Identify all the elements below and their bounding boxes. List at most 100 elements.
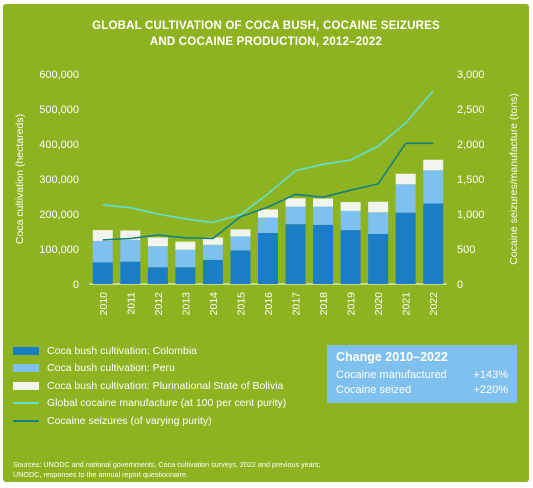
legend-item-colombia: Coca bush cultivation: Colombia [13, 342, 286, 360]
legend-line-seizures [13, 419, 39, 422]
y2-tick-label: 1,500 [457, 174, 485, 186]
source-note-line-2: UNODC, responses to the annual report qu… [13, 470, 188, 479]
bar-peru [285, 206, 306, 225]
combo-chart: 0 100,000 200,000 300,000 400,000 500,000 600,… [14, 69, 520, 316]
change-row-seized: Cocaine seized +220% [336, 384, 508, 396]
y2-tick-label: 500 [457, 244, 475, 256]
legend-swatch-colombia [13, 346, 39, 355]
bar-peru [147, 246, 168, 268]
bar-bolivia [120, 230, 141, 240]
bar-peru [120, 239, 141, 262]
legend-label-colombia: Coca bush cultivation: Colombia [47, 344, 197, 357]
bar-bolivia [368, 201, 389, 213]
change-summary-title: Change 2010–2022 [336, 350, 448, 364]
change-label-seized: Cocaine seized [336, 384, 412, 396]
x-tick-label: 2020 [373, 292, 385, 316]
x-tick-label: 2021 [401, 292, 413, 316]
y2-tick-label: 0 [457, 279, 463, 291]
bar-bolivia [230, 229, 251, 237]
y-tick-label: 500,000 [39, 104, 79, 116]
x-tick-label: 2017 [291, 292, 303, 316]
line-cocaine-seizures [102, 142, 434, 241]
x-tick-label: 2012 [153, 292, 165, 316]
bar-colombia [92, 262, 113, 284]
bar-bolivia [92, 230, 113, 241]
chart-title-line-2: AND COCAINE PRODUCTION, 2012–2022 [149, 36, 383, 48]
bar-bolivia [147, 237, 168, 247]
change-value-seized: +220% [473, 384, 508, 396]
change-label-manufactured: Cocaine manufactured [336, 369, 447, 381]
y-axis-label: Coca cultivation (hectareds) [14, 114, 26, 244]
y2-axis-label: Cocaine seizures/manufacture (tons) [508, 93, 520, 265]
x-tick-label: 2016 [263, 292, 275, 316]
legend-label-seizures: Cocaine seizures (of varying purity) [47, 414, 212, 427]
change-summary-box: Change 2010–2022 Cocaine manufactured +1… [327, 345, 517, 403]
x-tick-label: 2010 [98, 292, 110, 316]
line-global-manufacture [102, 90, 434, 224]
change-row-manufactured: Cocaine manufactured +143% [336, 369, 508, 381]
y-tick-label: 200,000 [39, 209, 79, 221]
bar-peru [368, 212, 389, 234]
chart-title-line-1: GLOBAL CULTIVATION OF COCA BUSH, COCAINE… [92, 20, 440, 32]
legend-item-peru: Coca bush cultivation: Peru [13, 360, 286, 378]
bar-colombia [313, 224, 334, 284]
bar-colombia [230, 250, 251, 284]
x-tick-label: 2011 [125, 292, 137, 315]
legend-item-seizures: Cocaine seizures (of varying purity) [13, 412, 286, 430]
source-note-line-1: Sources: UNODC and national governments,… [13, 460, 321, 469]
y-tick-label: 600,000 [39, 69, 79, 81]
legend-swatch-bolivia [13, 381, 39, 390]
legend: Coca bush cultivation: Colombia Coca bus… [13, 342, 286, 430]
legend-label-peru: Coca bush cultivation: Peru [47, 362, 175, 375]
y2-tick-label: 2,500 [457, 104, 485, 116]
bar-peru [313, 206, 334, 225]
bar-bolivia [202, 237, 223, 245]
bar-peru [175, 249, 196, 268]
bar-peru [258, 217, 278, 233]
bar-colombia [175, 267, 196, 284]
bar-bolivia [395, 173, 416, 185]
bar-colombia [423, 203, 444, 284]
legend-item-bolivia: Coca bush cultivation: Plurinational Sta… [13, 377, 286, 395]
bar-bolivia [313, 198, 334, 207]
change-value-manufactured: +143% [473, 369, 508, 381]
bar-colombia [202, 259, 223, 284]
legend-line-manufacture [13, 402, 39, 405]
y-tick-label: 300,000 [39, 174, 79, 186]
bar-peru [230, 236, 251, 251]
source-note: Sources: UNODC and national governments,… [13, 460, 321, 480]
y2-tick-label: 1,000 [457, 209, 485, 221]
bar-bolivia [423, 159, 444, 171]
bar-peru [423, 170, 444, 204]
y-tick-label: 0 [73, 279, 79, 291]
chart-title: GLOBAL CULTIVATION OF COCA BUSH, COCAINE… [3, 18, 529, 50]
bar-peru [202, 244, 223, 260]
bar-colombia [285, 224, 306, 284]
bar-colombia [258, 232, 278, 284]
bar-bolivia [258, 209, 278, 218]
x-tick-label: 2022 [428, 292, 440, 316]
bar-colombia [120, 261, 141, 284]
bar-bolivia [175, 241, 196, 250]
y2-tick-label: 3,000 [457, 69, 485, 81]
bar-bolivia [285, 198, 306, 207]
x-tick-label: 2014 [208, 292, 220, 316]
x-tick-label: 2013 [180, 292, 192, 316]
y-tick-label: 100,000 [39, 244, 79, 256]
y-tick-label: 400,000 [39, 139, 79, 151]
bar-colombia [368, 233, 389, 284]
bar-colombia [340, 230, 361, 284]
legend-label-manufacture: Global cocaine manufacture (at 100 per c… [47, 397, 287, 410]
bar-colombia [395, 212, 416, 284]
bar-peru [92, 240, 113, 263]
x-tick-label: 2019 [346, 292, 358, 316]
legend-item-manufacture: Global cocaine manufacture (at 100 per c… [13, 395, 286, 413]
bar-peru [395, 184, 416, 213]
y2-tick-label: 2,000 [457, 139, 485, 151]
legend-swatch-peru [13, 364, 39, 373]
x-tick-label: 2015 [235, 292, 247, 316]
legend-label-bolivia: Coca bush cultivation: Plurinational Sta… [47, 379, 284, 392]
x-tick-label: 2018 [318, 292, 330, 316]
bar-bolivia [340, 202, 361, 211]
bar-peru [340, 210, 361, 231]
